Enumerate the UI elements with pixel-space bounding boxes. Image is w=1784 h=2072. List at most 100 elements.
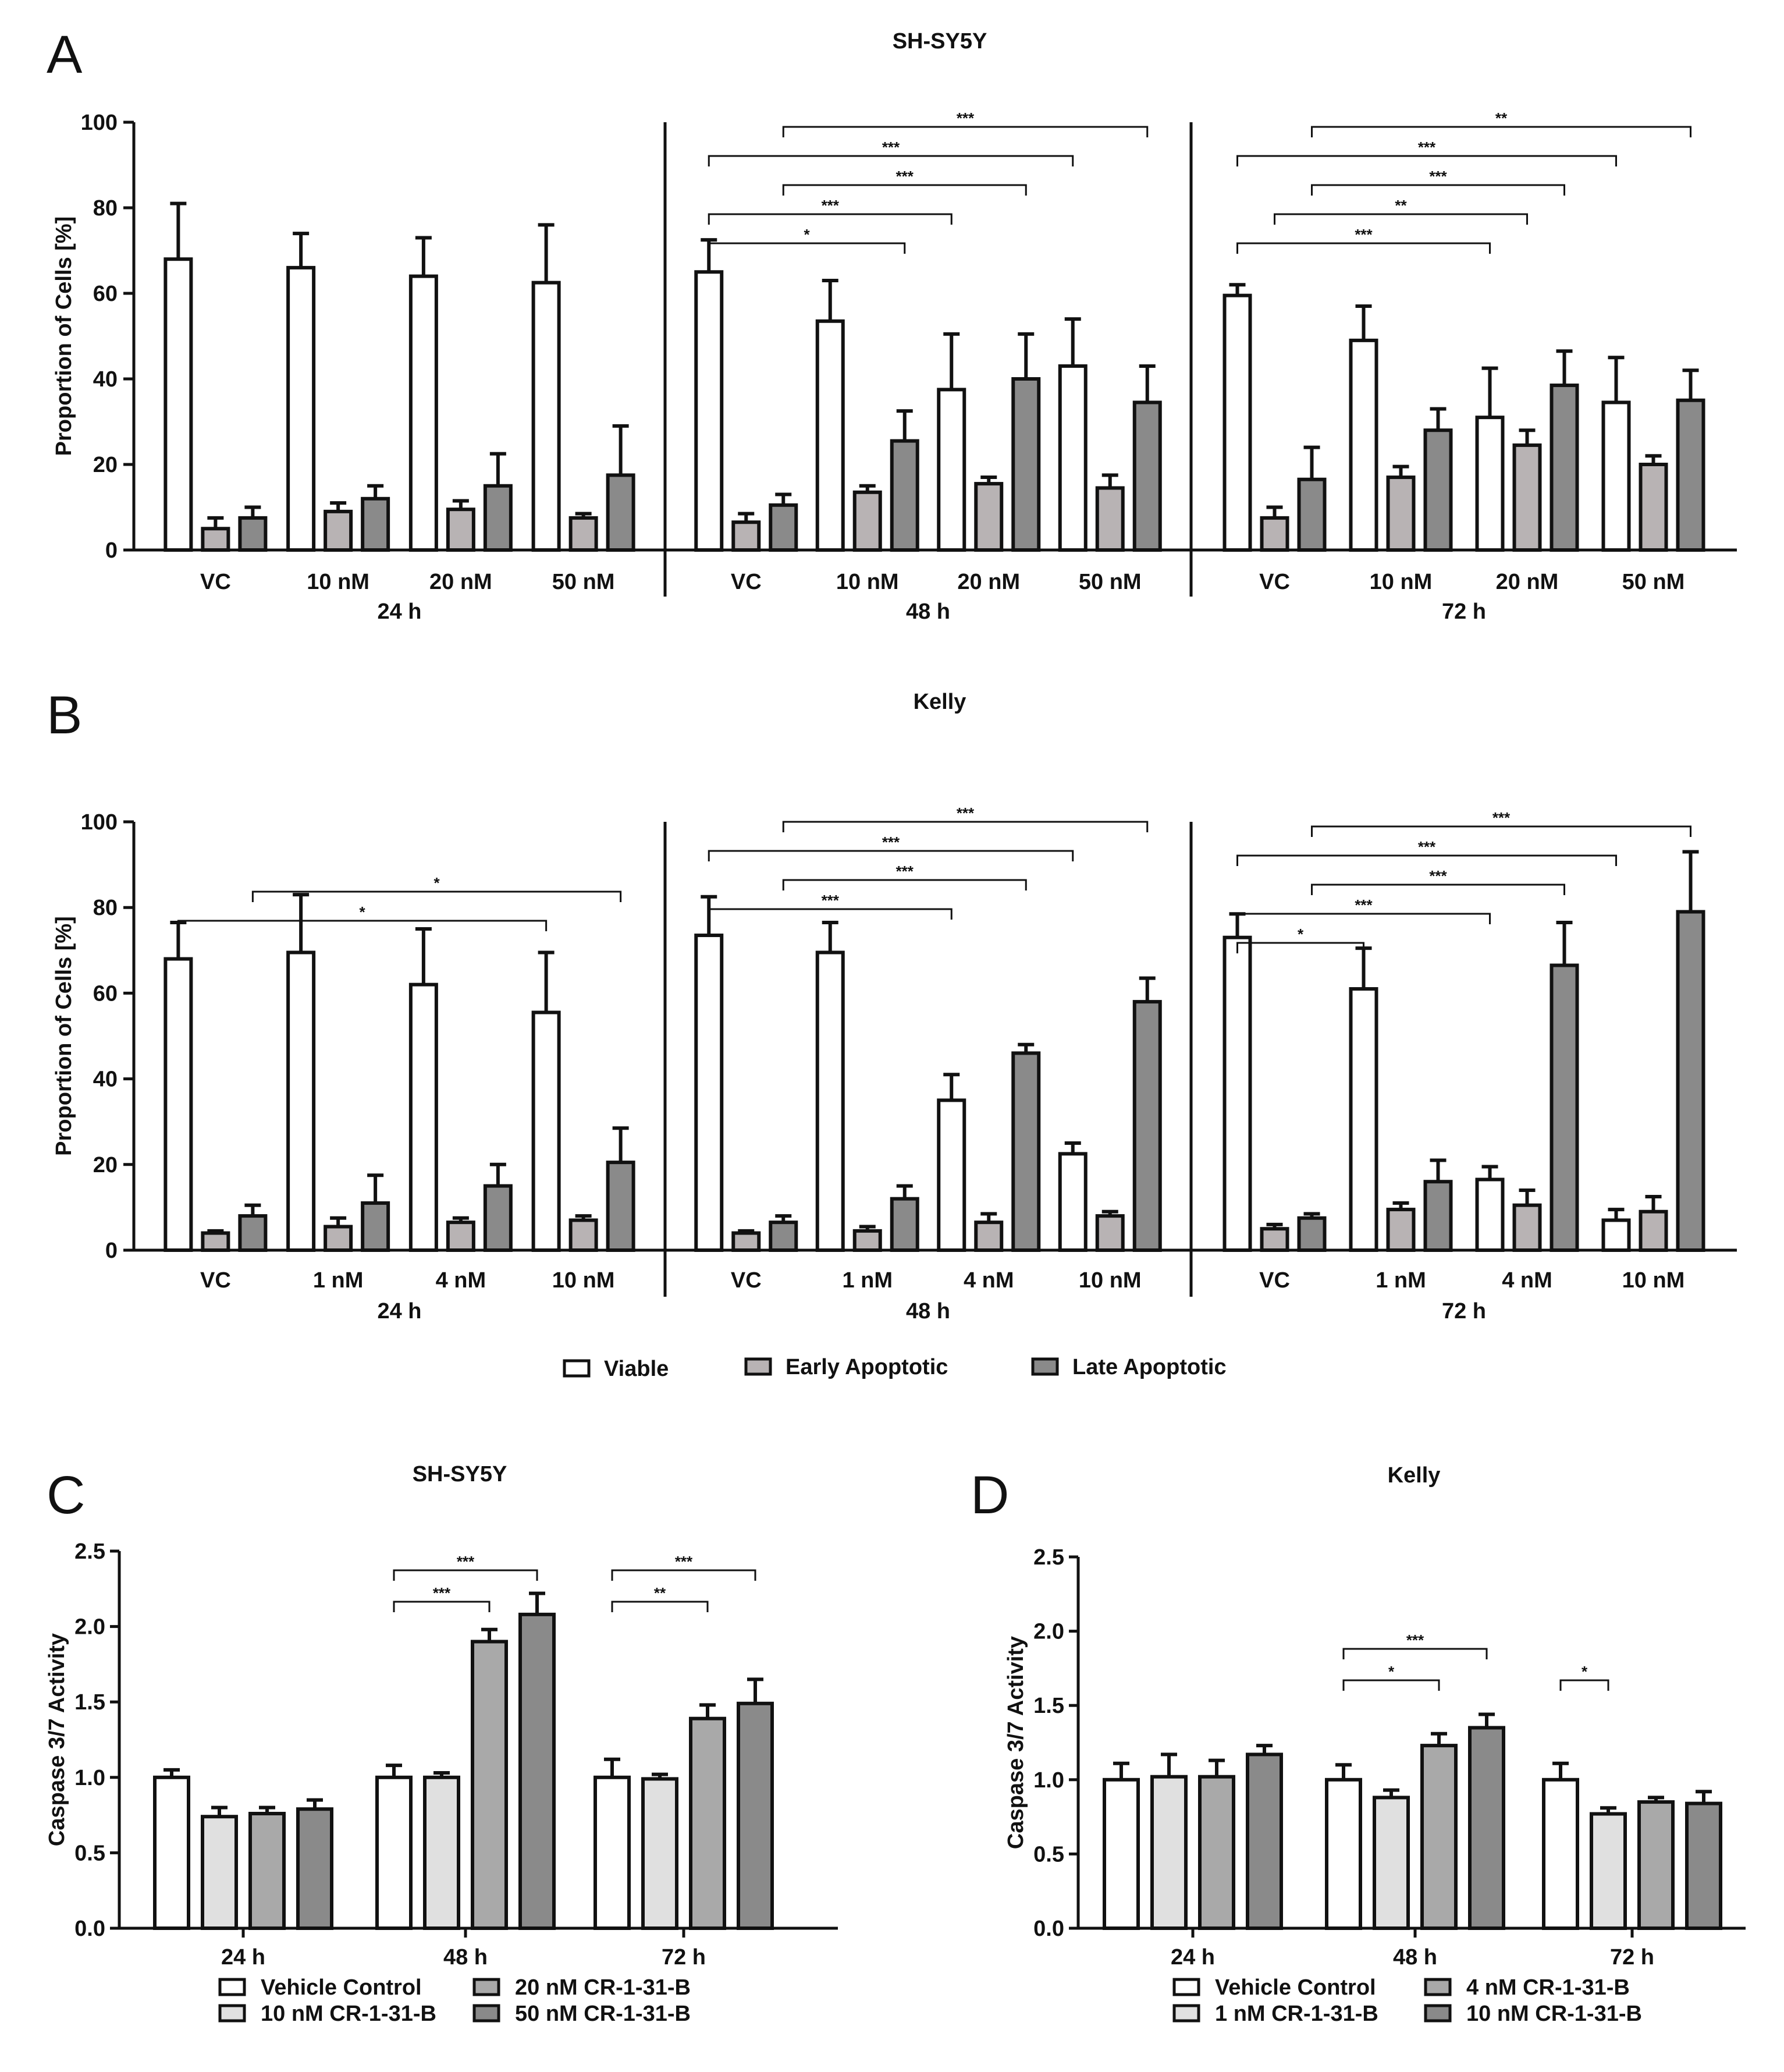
y-tick-label: 2.5 (1033, 1545, 1064, 1570)
bar (361, 1201, 390, 1253)
significance-bracket (708, 850, 1074, 861)
significance-bracket (708, 242, 906, 254)
y-tick-label: 0 (105, 538, 118, 563)
bar (1297, 1216, 1327, 1253)
bar (852, 490, 882, 552)
bar (1512, 1203, 1542, 1252)
group-label: 72 h (1442, 599, 1486, 624)
legend-swatch (1424, 2004, 1452, 2023)
bar (1095, 486, 1125, 552)
y-tick-label: 0 (105, 1239, 118, 1263)
bar (689, 1716, 726, 1930)
x-tick-label: 72 h (662, 1945, 706, 1970)
legend-label: Viable (604, 1357, 669, 1381)
bar (1386, 1208, 1416, 1253)
x-tick-label: 24 h (1171, 1945, 1215, 1970)
bar (1550, 963, 1579, 1253)
group-label: 24 h (377, 599, 421, 624)
significance-label: *** (882, 833, 900, 851)
bar (248, 1812, 286, 1931)
bar (531, 1010, 561, 1253)
legend-label: 10 nM CR-1-31-B (261, 2002, 436, 2026)
bar (1550, 384, 1579, 552)
y-tick-label: 0.0 (74, 1917, 105, 1941)
significance-bracket (1342, 1679, 1440, 1691)
significance-label: ** (654, 1584, 666, 1602)
bar (1349, 338, 1378, 552)
y-tick-label: 0.5 (1033, 1842, 1064, 1867)
significance-label: *** (675, 1553, 693, 1570)
bar (606, 1161, 635, 1252)
y-tick-label: 80 (93, 196, 118, 221)
bar (641, 1777, 678, 1931)
x-tick-label: 20 nM (1496, 570, 1559, 594)
x-tick-label: 4 nM (436, 1268, 486, 1293)
bar (1011, 1051, 1041, 1252)
panel-letter: B (47, 686, 82, 745)
legend-swatch (1172, 2004, 1200, 2023)
significance-label: *** (1406, 1631, 1424, 1649)
y-tick-label: 60 (93, 282, 118, 306)
significance-bracket (708, 213, 953, 225)
x-tick-label: VC (731, 570, 762, 594)
chart-title: Kelly (914, 690, 966, 714)
bar (286, 265, 316, 552)
panel-b: B Kelly Proportion of Cells [%] 0 20 40 60 80 10… (47, 686, 1737, 1324)
legend-label: Vehicle Control (261, 1975, 422, 2000)
y-tick-label: 20 (93, 453, 118, 477)
y-tick-label: 1.0 (74, 1766, 105, 1790)
bar (1423, 1180, 1453, 1252)
x-tick-label: 48 h (1393, 1945, 1437, 1970)
significance-bracket (782, 821, 1149, 832)
bar (1676, 910, 1705, 1253)
y-tick-label: 20 (93, 1153, 118, 1177)
bar (423, 1775, 460, 1931)
bar (1637, 1800, 1675, 1931)
bar (1058, 364, 1088, 552)
panel-letter: D (971, 1466, 1009, 1525)
bar (446, 1221, 475, 1252)
y-tick-label: 2.5 (74, 1539, 105, 1564)
y-tick-label: 100 (81, 111, 118, 135)
x-tick-label: 24 h (221, 1945, 265, 1970)
x-tick-label: 10 nM (307, 570, 369, 594)
bar (1246, 1752, 1283, 1931)
significance-bracket (1274, 213, 1528, 225)
bar (815, 950, 845, 1252)
x-tick-label: 50 nM (552, 570, 615, 594)
bar (937, 1098, 966, 1253)
legend-label: 1 nM CR-1-31-B (1215, 2002, 1378, 2026)
group-label: 24 h (377, 1299, 421, 1324)
y-tick-label: 2.0 (74, 1615, 105, 1640)
legend-label: 50 nM CR-1-31-B (515, 2002, 691, 2026)
significance-bracket (782, 126, 1149, 137)
x-tick-label: VC (200, 1268, 231, 1293)
significance-label: *** (822, 892, 840, 909)
x-tick-label: 20 nM (957, 570, 1020, 594)
bar (1260, 1227, 1289, 1252)
significance-bracket (1236, 242, 1491, 254)
significance-label: *** (896, 863, 914, 880)
y-tick-label: 80 (93, 896, 118, 920)
legend-swatch (472, 2004, 500, 2023)
bar (568, 1218, 598, 1252)
bar (974, 482, 1004, 552)
bar (201, 1815, 238, 1930)
group-label: 48 h (906, 599, 950, 624)
x-tick-label: 72 h (1610, 1945, 1654, 1970)
bar (1297, 477, 1327, 552)
significance-label: *** (957, 109, 975, 127)
x-tick-label: 50 nM (1079, 570, 1142, 594)
bar (937, 388, 966, 552)
significance-bracket (611, 1569, 756, 1581)
bar (483, 1184, 513, 1252)
bar (324, 1225, 353, 1253)
bar (1676, 398, 1705, 552)
legend-swatch (1031, 1357, 1059, 1376)
y-tick-label: 1.5 (74, 1690, 105, 1715)
x-tick-label: 50 nM (1622, 570, 1685, 594)
significance-bracket (1342, 1648, 1488, 1659)
significance-label: ** (1495, 109, 1508, 127)
